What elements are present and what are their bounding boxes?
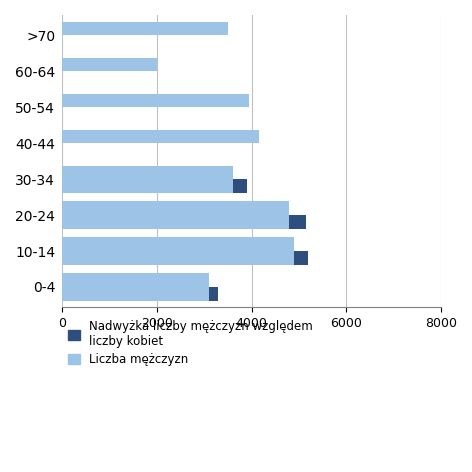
Bar <box>62 251 294 265</box>
Bar <box>62 130 259 143</box>
Bar <box>62 287 219 301</box>
Bar <box>62 179 233 193</box>
Bar <box>62 215 306 229</box>
Bar <box>62 251 308 265</box>
Bar <box>62 58 157 71</box>
Bar <box>62 179 247 193</box>
Bar <box>62 22 228 35</box>
Bar <box>62 237 294 251</box>
Bar <box>62 215 289 229</box>
Bar <box>62 287 209 301</box>
Bar <box>62 273 209 287</box>
Legend: Nadwyżka liczby mężczyzn względem
liczby kobiet, Liczba mężczyzn: Nadwyżka liczby mężczyzn względem liczby… <box>68 320 313 366</box>
Bar <box>62 166 233 179</box>
Bar <box>62 93 249 107</box>
Bar <box>62 202 289 215</box>
